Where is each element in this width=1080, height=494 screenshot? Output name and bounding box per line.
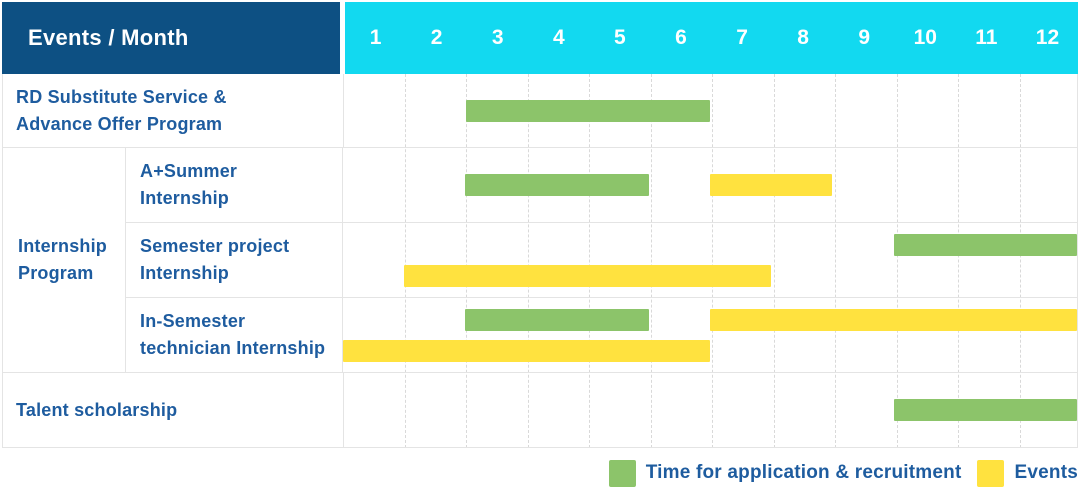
month-label: 4 <box>552 26 565 49</box>
row-label-line: Internship <box>140 263 230 283</box>
gantt-bar-events <box>710 309 1077 331</box>
month-label: 12 <box>1035 26 1060 49</box>
legend-item-events: Events <box>977 459 1078 487</box>
month-label: 5 <box>614 26 626 49</box>
row-label-line: Advance Offer Program <box>16 113 223 134</box>
legend-label: Events <box>1014 462 1078 483</box>
month-label: 1 <box>369 26 382 49</box>
row-label-line: Internship <box>18 236 108 256</box>
subrow-label: A+Summer Internship <box>126 148 342 222</box>
month-label: 9 <box>858 26 871 49</box>
table-subrow: In-Semester technician Internship <box>126 298 1077 372</box>
table-row: RD Substitute Service & Advance Offer Pro… <box>3 74 1077 148</box>
row-label-line: Semester project <box>140 236 290 256</box>
table-header: Events / Month 1 2 3 4 5 6 7 8 9 10 11 12 <box>2 2 1078 74</box>
row-label-line: A+Summer <box>140 161 238 181</box>
gantt-bar-events <box>343 340 710 362</box>
row-timeline <box>343 74 1077 147</box>
row-label-line: Talent scholarship <box>16 399 178 420</box>
row-label-line: RD Substitute Service & <box>16 86 227 107</box>
legend-swatch-application <box>608 459 636 487</box>
gantt-bar-application <box>465 174 649 196</box>
row-label-line: Program <box>18 263 94 283</box>
gantt-bar-events <box>710 174 833 196</box>
row-label: Talent scholarship <box>3 373 343 447</box>
header-events-month-cell: Events / Month <box>2 2 340 74</box>
month-label: 6 <box>675 26 687 49</box>
legend-label: Time for application & recruitment <box>645 462 962 483</box>
month-label: 3 <box>491 26 504 49</box>
legend-item-application: Time for application & recruitment <box>608 459 962 487</box>
group-subrows: A+Summer Internship Semester project Intern… <box>126 148 1077 372</box>
gantt-bar-application <box>893 234 1077 256</box>
month-label: 10 <box>913 26 937 49</box>
gantt-bar-application <box>465 309 649 331</box>
subrow-label: Semester project Internship <box>126 223 342 297</box>
row-label: RD Substitute Service & Advance Offer Pro… <box>3 74 343 147</box>
row-label-line: Internship <box>140 188 230 208</box>
table-body: RD Substitute Service & Advance Offer Pro… <box>2 74 1078 448</box>
row-timeline <box>342 223 1077 297</box>
group-label: Internship Program <box>3 148 126 372</box>
table-row: Talent scholarship <box>3 373 1077 448</box>
table-subrow: Semester project Internship <box>126 223 1077 298</box>
header-title: Events / Month <box>28 25 189 50</box>
month-label: 11 <box>975 26 998 49</box>
row-label-line: In-Semester <box>140 311 246 331</box>
month-label: 2 <box>430 26 443 49</box>
legend: Time for application & recruitment Events <box>0 458 1078 488</box>
gantt-bar-events <box>404 265 772 287</box>
month-label: 8 <box>797 26 809 49</box>
row-timeline <box>342 148 1077 222</box>
legend-swatch-events <box>977 459 1005 487</box>
subrow-label: In-Semester technician Internship <box>126 298 342 372</box>
table-subrow: A+Summer Internship <box>126 148 1077 223</box>
month-header: 1 2 3 4 5 6 7 8 9 10 11 12 <box>345 2 1078 74</box>
row-timeline <box>342 298 1077 372</box>
header-divider <box>340 2 345 74</box>
month-label: 7 <box>736 26 748 49</box>
gantt-bar-application <box>466 100 711 122</box>
gantt-bar-application <box>893 399 1077 421</box>
row-timeline <box>343 373 1077 447</box>
events-month-table: Events / Month 1 2 3 4 5 6 7 8 9 10 11 12 RD Substi… <box>2 2 1078 448</box>
group-row-internship-program: Internship Program A+Summer Internship Semes… <box>3 148 1077 373</box>
row-label-line: technician Internship <box>140 338 326 358</box>
